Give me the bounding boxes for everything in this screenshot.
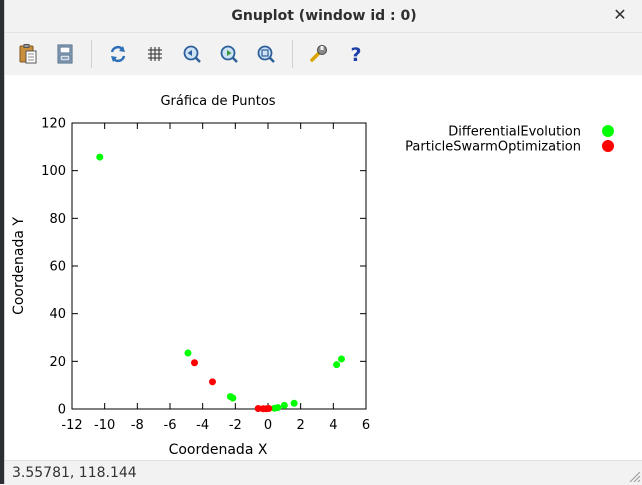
y-axis-ticks: 0 20 40 60 80 100 120 <box>41 117 366 418</box>
legend-marker <box>602 140 614 152</box>
data-point <box>208 378 216 386</box>
gnuplot-window: Gnuplot (window id : 0) ✕ <box>4 0 642 485</box>
config-button[interactable] <box>305 40 333 68</box>
x-tick-label: 4 <box>329 418 337 433</box>
toolbar-separator <box>91 40 92 68</box>
y-tick-label: 120 <box>41 117 66 132</box>
data-point <box>191 359 198 367</box>
print-button[interactable] <box>51 40 79 68</box>
background-window-edge <box>0 0 4 484</box>
cursor-coordinates: 3.55781, 118.144 <box>12 465 137 481</box>
zoom-next-button[interactable] <box>215 40 243 68</box>
copy-clipboard-icon <box>19 44 37 64</box>
x-tick-label: -6 <box>164 418 177 433</box>
help-button[interactable]: ? <box>342 40 370 68</box>
replot-button[interactable] <box>104 40 132 68</box>
grid-button[interactable] <box>141 40 169 68</box>
print-icon <box>57 44 73 64</box>
data-point <box>96 153 104 161</box>
zoom-previous-button[interactable] <box>178 40 206 68</box>
toolbar: ? <box>5 33 642 75</box>
legend-label: ParticleSwarmOptimization <box>405 140 581 155</box>
toolbar-separator <box>292 40 293 68</box>
copy-clipboard-button[interactable] <box>14 40 42 68</box>
x-tick-label: 0 <box>264 418 272 433</box>
x-tick-label: -8 <box>131 418 144 433</box>
y-tick-label: 80 <box>49 212 66 227</box>
data-point <box>280 401 288 409</box>
status-bar: 3.55781, 118.144 <box>5 460 642 485</box>
legend: DifferentialEvolutionParticleSwarmOptimi… <box>405 125 614 155</box>
x-tick-label: -12 <box>61 418 82 433</box>
svg-text:?: ? <box>350 44 361 65</box>
legend-label: DifferentialEvolution <box>448 125 581 140</box>
y-tick-label: 0 <box>58 403 66 418</box>
y-tick-label: 100 <box>41 164 66 179</box>
x-tick-label: 2 <box>297 418 305 433</box>
title-bar[interactable]: Gnuplot (window id : 0) ✕ <box>5 0 642 33</box>
x-tick-label: 6 <box>362 418 370 433</box>
y-tick-label: 20 <box>49 355 66 370</box>
x-tick-label: -10 <box>94 418 115 433</box>
scatter-chart: Gráfica de Puntos -12 -10 -8 -6 -4 -2 0 2 4 6 0 20… <box>11 94 614 458</box>
chart-title: Gráfica de Puntos <box>160 94 275 109</box>
replot-icon <box>110 45 126 63</box>
autoscale-icon <box>257 45 275 63</box>
data-point <box>338 355 345 363</box>
close-icon[interactable]: ✕ <box>613 5 627 24</box>
x-tick-label: -4 <box>196 418 209 433</box>
plot-area[interactable]: Gráfica de Puntos -12 -10 -8 -6 -4 -2 0 2 4 6 0 20… <box>5 76 642 460</box>
x-axis-ticks: -12 -10 -8 -6 -4 -2 0 2 4 6 <box>61 123 370 433</box>
data-point <box>333 361 341 369</box>
window-title: Gnuplot (window id : 0) <box>231 8 417 24</box>
config-wrench-icon <box>310 45 327 62</box>
zoom-previous-icon <box>183 45 201 63</box>
data-point <box>265 405 273 413</box>
resize-grip-icon[interactable] <box>627 469 641 483</box>
y-tick-label: 40 <box>49 307 66 322</box>
y-tick-label: 60 <box>49 260 66 275</box>
grid-icon <box>148 47 162 61</box>
data-point <box>290 399 298 407</box>
autoscale-button[interactable] <box>252 40 280 68</box>
help-icon: ? <box>350 44 361 65</box>
plot-frame <box>71 122 367 410</box>
x-axis-label: Coordenada X <box>169 442 268 458</box>
data-point <box>229 394 237 402</box>
data-point <box>184 349 192 357</box>
data-point <box>274 404 282 412</box>
x-tick-label: -2 <box>229 418 242 433</box>
zoom-next-icon <box>220 45 238 63</box>
y-axis-label: Coordenada Y <box>11 217 27 315</box>
legend-marker <box>602 125 614 137</box>
data-points <box>96 153 345 413</box>
